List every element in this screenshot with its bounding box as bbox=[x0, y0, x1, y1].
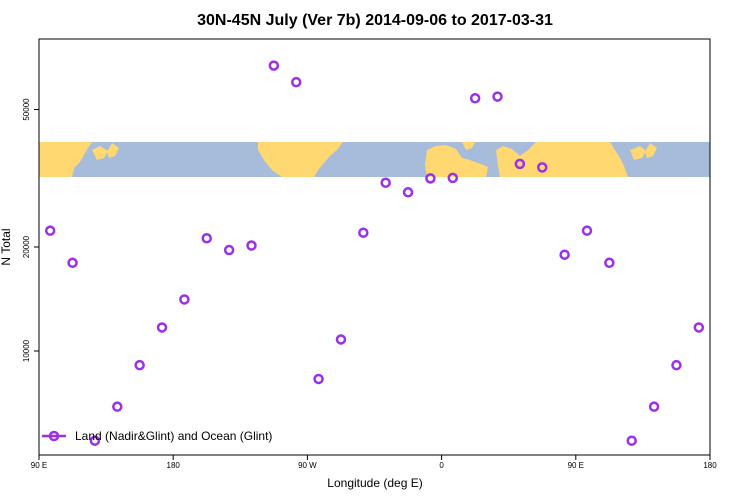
legend-marker bbox=[48, 430, 60, 442]
data-point bbox=[179, 294, 190, 305]
x-tick-label: 180 bbox=[703, 461, 717, 470]
world-map-band bbox=[39, 142, 710, 177]
data-point bbox=[89, 435, 101, 446]
data-point bbox=[425, 173, 436, 184]
land-korea bbox=[92, 146, 108, 160]
land-north-america bbox=[258, 142, 343, 177]
data-point bbox=[514, 158, 526, 170]
land-europe-north bbox=[462, 142, 475, 150]
data-point bbox=[246, 240, 257, 251]
data-point bbox=[380, 177, 391, 188]
land-asia-east bbox=[496, 142, 628, 177]
plot-frame bbox=[38, 38, 711, 456]
data-point bbox=[134, 359, 145, 371]
data-point bbox=[604, 257, 615, 269]
x-tick-label: 180 bbox=[167, 461, 181, 470]
land-asia-west bbox=[39, 142, 92, 177]
data-point bbox=[313, 373, 324, 385]
x-tick-label: 90 E bbox=[31, 461, 47, 470]
y-axis: 10000 20000 50000 bbox=[22, 98, 39, 362]
land-africa-europe bbox=[425, 145, 488, 177]
y-axis-label: N Total bbox=[0, 228, 13, 265]
x-axis: 90 E 180 90 W 0 90 E 180 bbox=[31, 455, 717, 470]
data-point bbox=[358, 227, 369, 238]
data-points bbox=[44, 60, 705, 446]
data-point bbox=[648, 401, 660, 412]
data-point bbox=[492, 91, 503, 102]
land-korea-right bbox=[630, 146, 646, 160]
data-point bbox=[223, 244, 235, 256]
data-point bbox=[268, 60, 280, 71]
x-tick-label: 90 E bbox=[568, 461, 584, 470]
data-point bbox=[693, 322, 705, 333]
data-point bbox=[156, 322, 168, 333]
data-point bbox=[335, 334, 347, 345]
data-point bbox=[67, 257, 78, 269]
y-tick-label: 50000 bbox=[22, 98, 31, 121]
data-point bbox=[671, 359, 682, 371]
data-point bbox=[559, 249, 570, 260]
legend-label: Land (Nadir&Glint) and Ocean (Glint) bbox=[75, 429, 272, 443]
data-point bbox=[44, 225, 56, 236]
x-tick-label: 90 W bbox=[298, 461, 317, 470]
chart-title: 30N-45N July (Ver 7b) 2014-09-06 to 2017… bbox=[197, 12, 553, 29]
x-axis-label: Longitude (deg E) bbox=[327, 476, 422, 490]
land-japan bbox=[107, 143, 119, 158]
data-point bbox=[447, 172, 459, 184]
data-point bbox=[112, 401, 123, 412]
y-tick-label: 10000 bbox=[22, 339, 31, 362]
data-point bbox=[402, 187, 414, 198]
legend: Land (Nadir&Glint) and Ocean (Glint) bbox=[42, 429, 272, 443]
map-land bbox=[39, 142, 657, 177]
data-point bbox=[537, 162, 548, 173]
x-tick-label: 0 bbox=[439, 461, 444, 470]
land-japan-right bbox=[645, 143, 657, 158]
data-point bbox=[626, 435, 637, 446]
data-point bbox=[201, 233, 212, 244]
data-point bbox=[290, 76, 302, 88]
data-point bbox=[581, 225, 593, 236]
y-tick-label: 20000 bbox=[22, 235, 31, 258]
data-point bbox=[469, 93, 481, 104]
